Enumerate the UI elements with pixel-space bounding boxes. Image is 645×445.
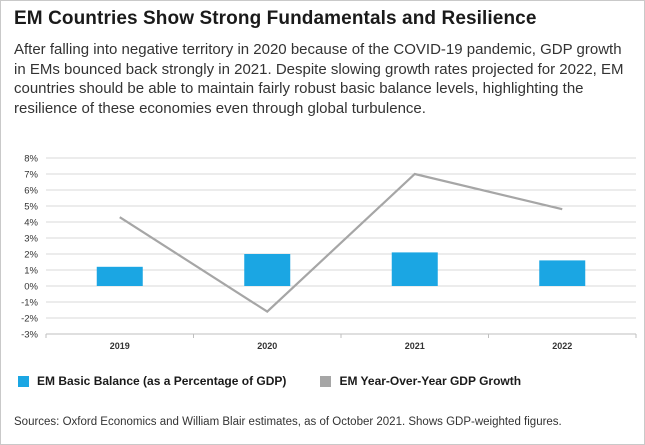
x-tick-label: 2020	[257, 341, 277, 351]
chart-subtitle: After falling into negative territory in…	[14, 41, 624, 117]
x-tick-label: 2019	[110, 341, 130, 351]
y-tick-label: -2%	[21, 314, 38, 325]
legend-swatch-basic-balance	[18, 375, 29, 387]
chart-title: EM Countries Show Strong Fundamentals an…	[14, 8, 537, 29]
legend: EM Basic Balance (as a Percentage of GDP…	[18, 374, 555, 388]
y-tick-label: 5%	[24, 202, 38, 213]
bar-basic-balance	[96, 266, 143, 286]
legend-swatch-gdp-growth	[320, 375, 332, 387]
x-tick-label: 2021	[405, 341, 425, 351]
line-gdp-growth	[119, 172, 563, 313]
y-axis-ticks: 8% 7% 6% 5% 4% 3% 2% 1% 0% -1% -2% -3%	[21, 154, 38, 341]
legend-label-gdp-growth: EM Year-Over-Year GDP Growth	[339, 374, 522, 388]
legend-label-basic-balance: EM Basic Balance (as a Percentage of GDP…	[37, 374, 287, 388]
chart-plot: 8% 7% 6% 5% 4% 3% 2% 1% 0% -1% -2% -3% 2019 2020 2021…	[21, 154, 637, 351]
line-series	[119, 172, 563, 313]
bar-series	[96, 252, 586, 286]
bar-basic-balance	[391, 252, 438, 286]
legend-item-basic-balance: EM Basic Balance (as a Percentage of GDP…	[18, 374, 286, 388]
source-note: Sources: Oxford Economics and William Bl…	[14, 416, 562, 428]
y-tick-label: 6%	[24, 186, 38, 197]
y-tick-label: 4%	[24, 218, 38, 229]
y-tick-label: 1%	[24, 266, 38, 277]
x-tick-label: 2022	[552, 341, 572, 351]
gridlines	[46, 157, 636, 335]
x-axis-ticks: 2019 2020 2021 2022	[45, 334, 637, 351]
y-tick-label: 8%	[24, 154, 38, 165]
legend-item-gdp-growth: EM Year-Over-Year GDP Growth	[320, 374, 521, 388]
y-tick-label: 7%	[24, 170, 38, 181]
y-tick-label: 2%	[24, 250, 38, 261]
y-tick-label: -1%	[21, 298, 38, 309]
bar-basic-balance	[244, 254, 291, 286]
y-tick-label: 3%	[24, 234, 38, 245]
y-tick-label: -3%	[21, 330, 38, 341]
y-tick-label: 0%	[24, 282, 38, 293]
bar-basic-balance	[539, 260, 586, 286]
